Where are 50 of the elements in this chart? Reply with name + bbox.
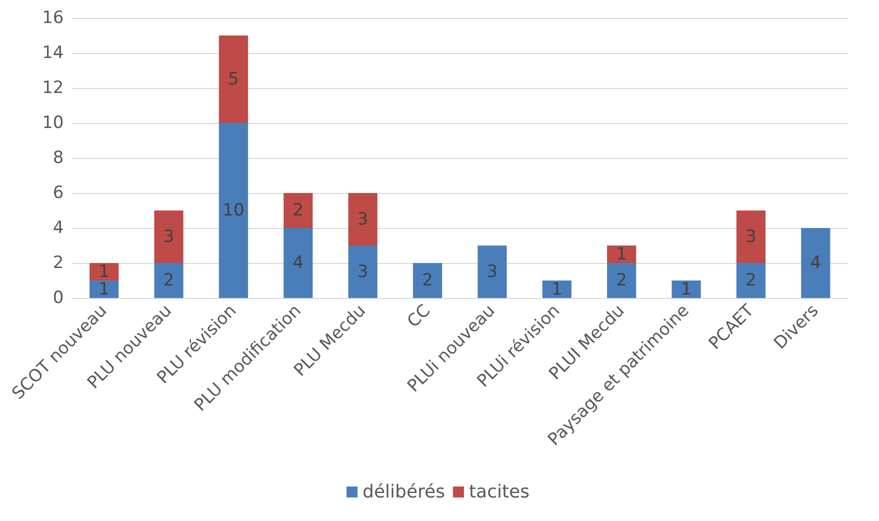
data-label: 1	[616, 244, 628, 264]
data-label: 1	[98, 262, 110, 282]
bar	[284, 228, 313, 298]
bar	[542, 280, 572, 298]
y-tick-label: 12	[42, 78, 64, 98]
y-tick-label: 2	[52, 253, 64, 273]
data-label: 2	[616, 270, 628, 290]
x-tick-label: CC	[404, 300, 435, 332]
data-label: 10	[222, 200, 244, 220]
y-tick-label: 4	[52, 218, 64, 238]
y-tick-label: 6	[52, 183, 64, 203]
y-tick-label: 8	[52, 148, 64, 168]
bar	[736, 263, 766, 298]
data-label: 1	[98, 279, 110, 300]
data-label: 3	[357, 262, 368, 282]
bar	[478, 246, 507, 298]
data-label: 2	[746, 270, 756, 290]
bar	[412, 263, 442, 298]
bar	[348, 246, 378, 298]
data-label: 1	[551, 279, 562, 300]
y-tick-label: 14	[42, 43, 64, 63]
bar	[218, 123, 248, 298]
bar	[218, 36, 248, 123]
data-label: 3	[486, 262, 498, 282]
bar	[607, 246, 636, 263]
bar	[154, 210, 184, 263]
bar	[348, 193, 378, 246]
data-label: 4	[292, 253, 304, 273]
data-label: 3	[746, 226, 756, 247]
bar	[90, 263, 119, 280]
bar	[284, 193, 313, 228]
y-tick-label: 16	[42, 8, 64, 28]
data-label: 1	[680, 279, 692, 300]
data-label: 4	[810, 253, 822, 273]
bar	[801, 228, 830, 298]
data-label: 2	[292, 200, 304, 220]
bar	[672, 280, 701, 298]
bar	[736, 210, 766, 263]
data-label: 2	[163, 270, 174, 290]
y-tick-label: 10	[42, 113, 64, 133]
legend-label: délibérés	[362, 482, 445, 502]
legend-label: tacites	[468, 482, 530, 502]
y-tick-label: 0	[52, 288, 64, 308]
data-label: 5	[228, 69, 239, 90]
bar	[607, 263, 636, 298]
data-label: 3	[357, 209, 368, 230]
bar	[154, 263, 184, 298]
data-label: 3	[163, 226, 174, 247]
data-label: 2	[422, 270, 433, 290]
bar	[90, 280, 119, 298]
